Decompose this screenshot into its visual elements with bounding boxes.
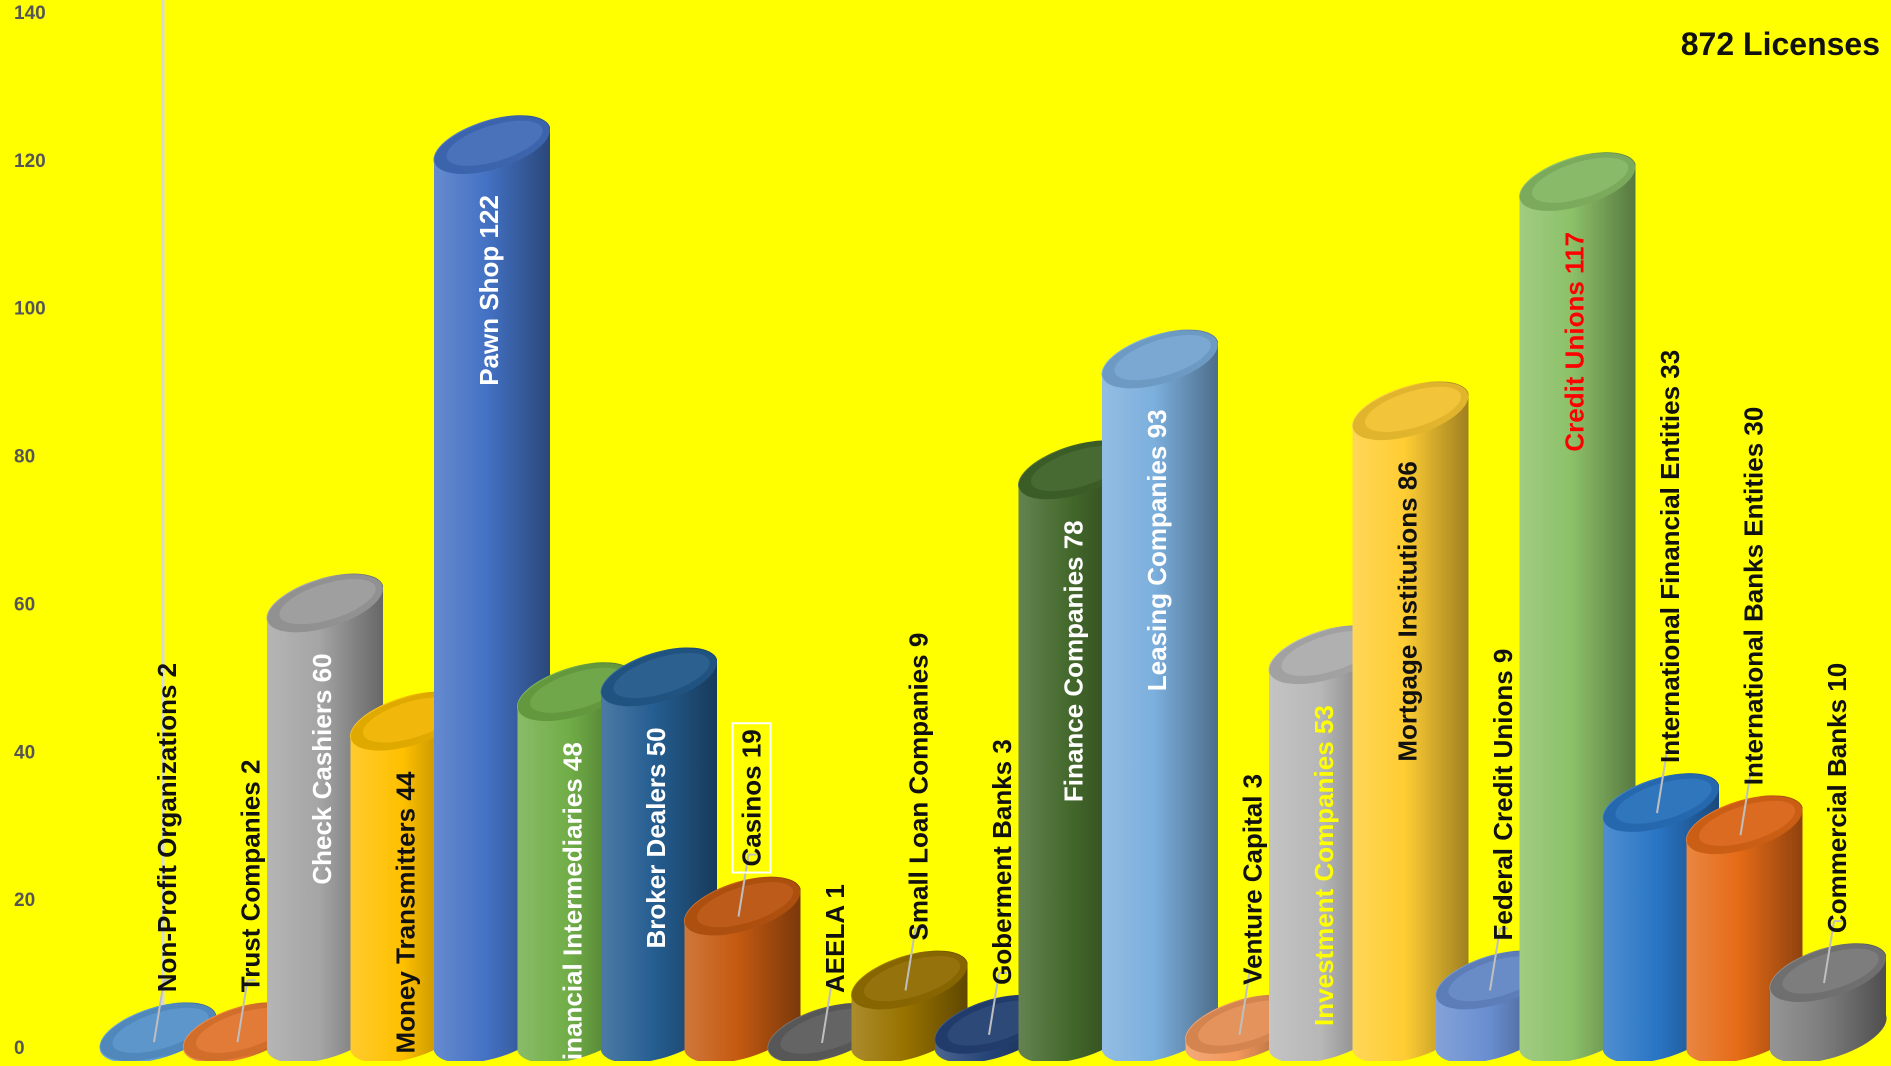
leader-line: [1739, 773, 1752, 836]
bar-label: Small Loan Companies 9: [904, 633, 934, 941]
bar-label: International Banks Entities 30: [1739, 407, 1769, 786]
y-tick-label: 140: [14, 3, 46, 24]
bar-label: Credit Unions 117: [1560, 232, 1590, 452]
bar-label: Mortgage Institutions 86: [1393, 461, 1423, 761]
bar-label: International Financial Entities 33: [1655, 350, 1685, 763]
bar: [1769, 943, 1887, 1063]
leader-line: [1238, 972, 1251, 1035]
bar-label: Trust Companies 2: [236, 760, 266, 993]
leader-line: [1656, 750, 1668, 814]
leader-line: [236, 980, 249, 1043]
total-licenses-label: 872 Licenses: [1681, 26, 1880, 62]
leader-line: [1489, 928, 1501, 991]
bar-label: Broker Dealers 50: [641, 727, 671, 948]
y-tick-label: 100: [14, 299, 46, 320]
bar: [1101, 329, 1219, 1063]
bars: [99, 115, 1887, 1063]
leader-line: [904, 928, 917, 991]
bar-labels: Non-Profit Organizations 2 Trust Companie…: [152, 195, 1852, 1066]
bar-label: AEELA 1: [820, 884, 850, 993]
bar-label: Check Cashiers 60: [307, 653, 337, 884]
bar-label: Commercial Banks 10: [1822, 663, 1852, 933]
y-axis: 0 20 40 60 80 100 120 140: [14, 0, 165, 1059]
bar-label: Leasing Companies 93: [1142, 409, 1172, 691]
leader-line: [153, 980, 165, 1043]
leader-line: [737, 854, 750, 917]
label-box: [731, 722, 772, 874]
leader-line: [988, 972, 1000, 1035]
bar-label: Pawn Shop 122: [474, 195, 504, 386]
y-tick-label: 0: [14, 1038, 25, 1059]
bar-label: Finance Companies 78: [1059, 520, 1089, 802]
leader-line: [821, 980, 833, 1044]
bar-label: Venture Capital 3: [1238, 774, 1268, 985]
bar-body: [1351, 381, 1470, 1063]
y-tick-label: 60: [14, 594, 35, 615]
bar-label: Federal Credit Unions 9: [1488, 649, 1518, 941]
bar-label: Money Transmitters 44: [391, 771, 421, 1053]
y-tick-label: 120: [14, 151, 46, 172]
bar: [683, 876, 802, 1063]
bar-label: Investment Companies 53: [1309, 705, 1339, 1026]
bar-body: [1101, 329, 1219, 1063]
bar-label: Non-Profit Organizations 2: [152, 663, 182, 992]
bar-label: Financial Intermediaries 48: [558, 742, 588, 1061]
y-tick-label: 20: [14, 890, 35, 911]
leader-line: [1823, 920, 1835, 984]
bar-label: Goberment Banks 3: [987, 739, 1017, 985]
bar: [1351, 381, 1470, 1063]
y-tick-label: 40: [14, 742, 35, 763]
bar-label: Casinos 19: [737, 729, 767, 866]
y-tick-label: 80: [14, 447, 35, 468]
